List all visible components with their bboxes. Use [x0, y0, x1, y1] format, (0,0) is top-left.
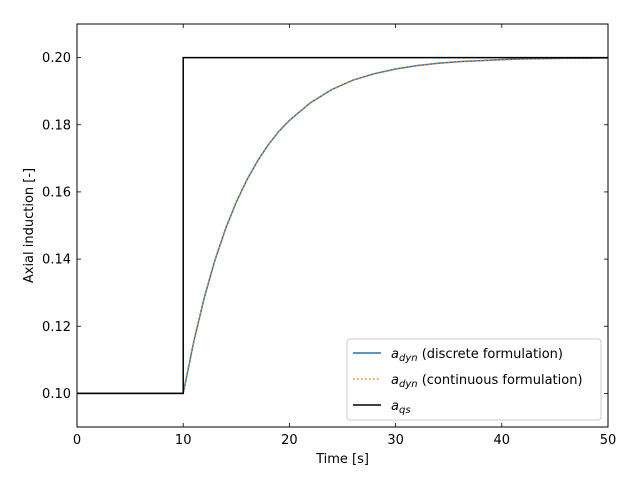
x-tick-label: 10 — [175, 433, 192, 448]
y-tick-label: 0.18 — [42, 118, 71, 133]
legend-symbol: a — [391, 347, 399, 362]
ticks-layer: 0 10 20 30 40 50 0.10 0.12 0.14 0.16 0.18 0.20 — [42, 24, 616, 448]
legend-entry-0: adyn (discrete formulation) — [391, 347, 563, 364]
legend-label: (continuous formulation) — [418, 373, 583, 388]
y-axis-title: Axial induction [-] — [22, 168, 37, 283]
x-axis-title: Time [s] — [315, 452, 369, 467]
plot-frame — [76, 23, 609, 428]
y-tick-label: 0.16 — [42, 185, 71, 200]
y-tick-label: 0.20 — [42, 51, 71, 66]
legend-box — [346, 338, 602, 421]
legend-symbol: a — [391, 373, 399, 388]
series-layer — [77, 56, 609, 395]
x-tick-label: 40 — [494, 433, 511, 448]
legend-symbol: a — [391, 399, 399, 414]
y-tick-label: 0.12 — [42, 320, 71, 335]
legend-entry-2: aqs — [391, 399, 411, 416]
x-tick-label: 20 — [281, 433, 298, 448]
x-tick-label: 0 — [73, 433, 81, 448]
legend-subscript: qs — [399, 405, 411, 416]
x-tick-label: 50 — [600, 433, 617, 448]
y-tick-label: 0.14 — [42, 253, 71, 268]
series-line-2 — [77, 56, 608, 395]
legend-entry-1: adyn (continuous formulation) — [391, 373, 583, 390]
legend-subscript: dyn — [399, 379, 418, 390]
legend-subscript: dyn — [399, 353, 418, 364]
y-tick-label: 0.10 — [42, 387, 71, 402]
x-tick-label: 30 — [387, 433, 404, 448]
series-line-0 — [77, 57, 609, 395]
legend-label: (discrete formulation) — [418, 347, 563, 362]
legend: adyn (discrete formulation)adyn (continu… — [346, 338, 602, 421]
plot-area: 0 10 20 30 40 50 0.10 0.12 0.14 0.16 0.18 0.20 — [42, 23, 616, 448]
